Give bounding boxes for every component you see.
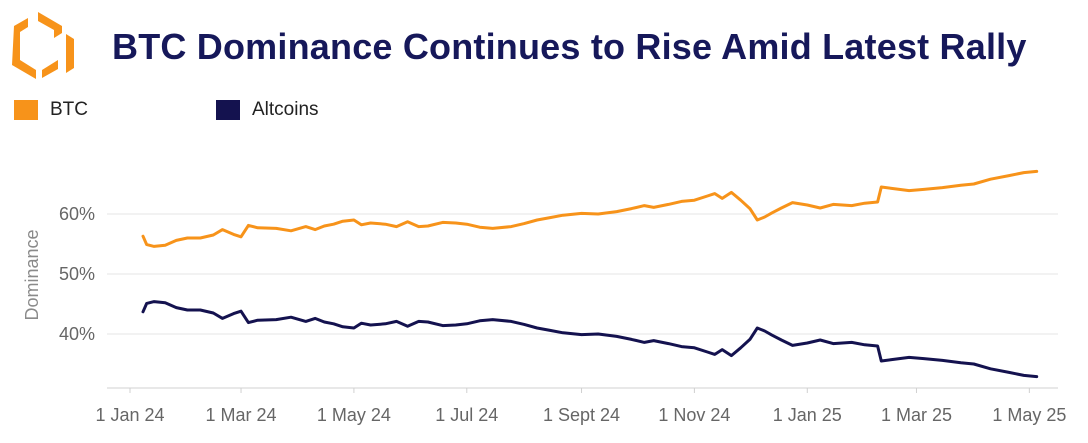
y-tick-label: 50% — [59, 264, 95, 284]
orange-hexagon-logo-icon — [12, 12, 74, 79]
series-line-btc — [141, 169, 1039, 248]
legend: BTC Altcoins — [0, 99, 400, 125]
y-tick-label: 60% — [59, 204, 95, 224]
x-tick-label: 1 Mar 24 — [206, 405, 277, 425]
series-line-altcoins — [141, 300, 1039, 379]
y-tick-label: 40% — [59, 324, 95, 344]
y-axis-title: Dominance — [22, 229, 42, 320]
x-tick-label: 1 Jan 25 — [773, 405, 842, 425]
x-tick-label: 1 Jul 24 — [435, 405, 498, 425]
chart-title: BTC Dominance Continues to Rise Amid Lat… — [112, 26, 1027, 67]
legend-item-btc[interactable]: BTC — [14, 99, 88, 121]
x-tick-label: 1 May 24 — [317, 405, 391, 425]
line-chart: 40% 50% 60% 1 Jan 24 1 Mar 24 1 May 24 1 Jul 2… — [22, 169, 1066, 425]
btc-swatch — [14, 100, 38, 120]
x-tick-label: 1 Jan 24 — [95, 405, 164, 425]
x-tick-label: 1 Nov 24 — [658, 405, 730, 425]
legend-label-altcoins: Altcoins — [252, 99, 319, 120]
legend-label-btc: BTC — [50, 99, 88, 120]
x-tick-label: 1 Mar 25 — [881, 405, 952, 425]
x-tick-label: 1 May 25 — [992, 405, 1066, 425]
legend-item-altcoins[interactable]: Altcoins — [216, 99, 319, 121]
altcoins-swatch — [216, 100, 240, 120]
x-tick-label: 1 Sept 24 — [543, 405, 620, 425]
